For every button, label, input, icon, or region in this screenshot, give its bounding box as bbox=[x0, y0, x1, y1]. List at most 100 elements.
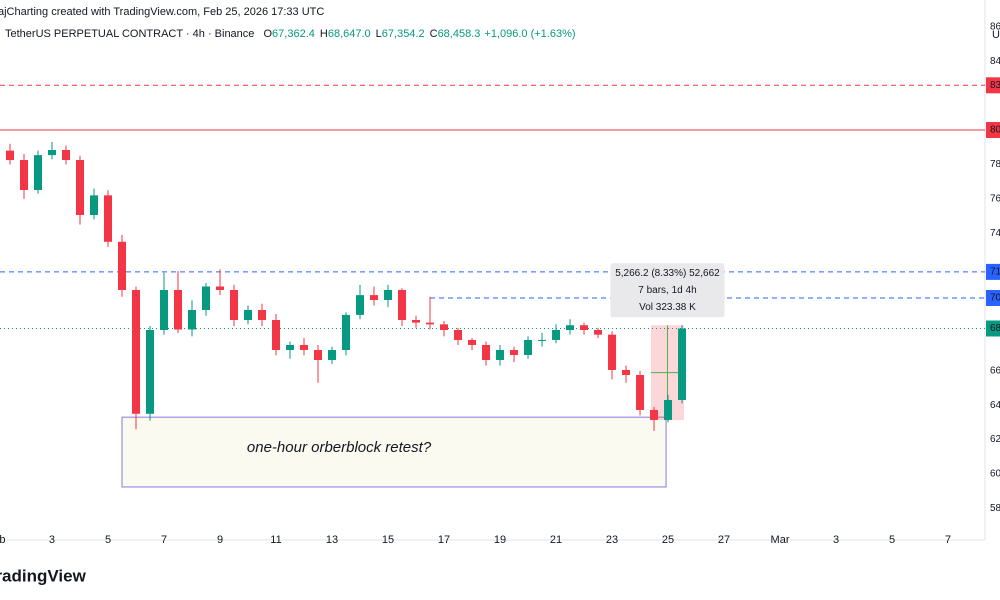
y-tick-label: 60,000.0 bbox=[990, 469, 1000, 480]
price-tag-label: 71 bbox=[990, 267, 1000, 278]
y-tick-label: 64,000.0 bbox=[990, 400, 1000, 411]
candle-body bbox=[342, 314, 351, 350]
y-tick-label: 84,000.0 bbox=[990, 56, 1000, 67]
price-tag bbox=[986, 122, 1000, 139]
candle-body bbox=[230, 289, 239, 320]
ohlc-key: O bbox=[263, 28, 272, 40]
candle-body bbox=[216, 286, 225, 290]
x-tick-label: 7 bbox=[945, 534, 951, 546]
ohlc-value: 67,362.4 bbox=[272, 28, 315, 40]
candle-body bbox=[146, 329, 155, 414]
candle-body bbox=[510, 349, 519, 355]
candle-body bbox=[104, 195, 113, 242]
y-tick-label: 78,000.0 bbox=[990, 159, 1000, 170]
x-tick-label: 27 bbox=[718, 534, 730, 546]
candle-body bbox=[482, 344, 491, 360]
ohlc-key: L bbox=[376, 28, 382, 40]
candle-body bbox=[664, 399, 673, 420]
measure-label: 5,266.2 (8.33%) 52,662 bbox=[615, 268, 720, 279]
y-tick-label: 58,000.0 bbox=[990, 503, 1000, 514]
candle-body bbox=[468, 339, 477, 345]
candle-body bbox=[61, 150, 70, 161]
x-tick-label: 21 bbox=[550, 534, 562, 546]
ohlc-value: 68,647.0 bbox=[328, 28, 371, 40]
ohlc-value: 68,458.3 bbox=[438, 28, 481, 40]
y-tick-label: 76,000.0 bbox=[990, 193, 1000, 204]
x-tick-label: Mar bbox=[771, 534, 790, 546]
x-tick-label: 7 bbox=[161, 534, 167, 546]
candle-body bbox=[286, 344, 295, 350]
x-tick-label: 5 bbox=[105, 534, 111, 546]
x-tick-label: 17 bbox=[438, 534, 450, 546]
corner-label[interactable]: U bbox=[992, 29, 1000, 41]
candle-body bbox=[580, 325, 589, 330]
price-tag-label: 80 bbox=[990, 125, 1000, 136]
candle-body bbox=[566, 325, 575, 330]
ohlc-key: C bbox=[430, 28, 438, 40]
candle-body bbox=[538, 339, 547, 341]
x-tick-label: 9 bbox=[217, 534, 223, 546]
candle-body bbox=[454, 329, 463, 340]
candle-body bbox=[90, 195, 99, 216]
candle-body bbox=[118, 241, 127, 290]
symbol-line: TetherUS PERPETUAL CONTRACT · 4h · Binan… bbox=[5, 28, 576, 40]
candle-body bbox=[328, 349, 337, 360]
price-tag bbox=[986, 289, 1000, 306]
candle-body bbox=[258, 309, 267, 320]
x-tick-label: 3 bbox=[833, 534, 839, 546]
price-tag bbox=[986, 320, 1000, 337]
annotation-text: one-hour orberblock retest? bbox=[247, 439, 432, 456]
y-tick-label: 74,000.0 bbox=[990, 228, 1000, 239]
candle-body bbox=[524, 339, 533, 355]
candle-body bbox=[440, 324, 449, 330]
candle-body bbox=[412, 319, 421, 323]
candle-body bbox=[370, 295, 379, 300]
price-tag bbox=[986, 263, 1000, 280]
candle-body bbox=[300, 344, 309, 350]
candle-body bbox=[202, 286, 211, 310]
x-tick-label: 13 bbox=[326, 534, 338, 546]
candle-body bbox=[356, 295, 365, 315]
candle-body bbox=[19, 160, 28, 190]
price-tag bbox=[986, 77, 1000, 94]
candle-body bbox=[496, 349, 505, 360]
candle-body bbox=[132, 289, 141, 414]
candle-body bbox=[174, 289, 183, 330]
candle-body bbox=[398, 289, 407, 320]
x-tick-label: 3 bbox=[49, 534, 55, 546]
x-tick-label: 25 bbox=[662, 534, 674, 546]
ohlc-value: 67,354.2 bbox=[382, 28, 425, 40]
y-tick-label: 86,000.0 bbox=[990, 21, 1000, 32]
price-tag-label: 83 bbox=[990, 80, 1000, 91]
logo: TradingView bbox=[0, 566, 87, 585]
candle-body bbox=[47, 150, 56, 156]
x-tick-label: Feb bbox=[0, 534, 5, 546]
corner-button[interactable] bbox=[988, 26, 1000, 44]
candle-body bbox=[636, 374, 645, 410]
candle-body bbox=[160, 289, 169, 330]
price-tag-label: 68 bbox=[990, 323, 1000, 334]
price-tag-label: 70 bbox=[990, 293, 1000, 304]
y-tick-label: 66,000.0 bbox=[990, 365, 1000, 376]
candle-body bbox=[426, 322, 435, 325]
measure-label: Vol 323.38 K bbox=[639, 302, 696, 313]
x-tick-label: 23 bbox=[606, 534, 618, 546]
candle-body bbox=[678, 328, 687, 400]
ohlc-key: H bbox=[320, 28, 328, 40]
candle-body bbox=[552, 329, 561, 340]
candle-body bbox=[75, 160, 84, 216]
candle-body bbox=[33, 155, 42, 190]
candle-body bbox=[314, 349, 323, 360]
candle-body bbox=[650, 409, 659, 420]
attribution: ajCharting created with TradingView.com,… bbox=[0, 6, 324, 18]
x-tick-label: 5 bbox=[889, 534, 895, 546]
x-tick-label: 19 bbox=[494, 534, 506, 546]
candle-body bbox=[272, 319, 281, 350]
x-tick-label: 15 bbox=[382, 534, 394, 546]
symbol: TetherUS PERPETUAL CONTRACT · 4h · Binan… bbox=[5, 28, 254, 40]
candle-body bbox=[384, 289, 393, 300]
candle-body bbox=[594, 329, 603, 335]
measure-label-box bbox=[610, 263, 725, 318]
